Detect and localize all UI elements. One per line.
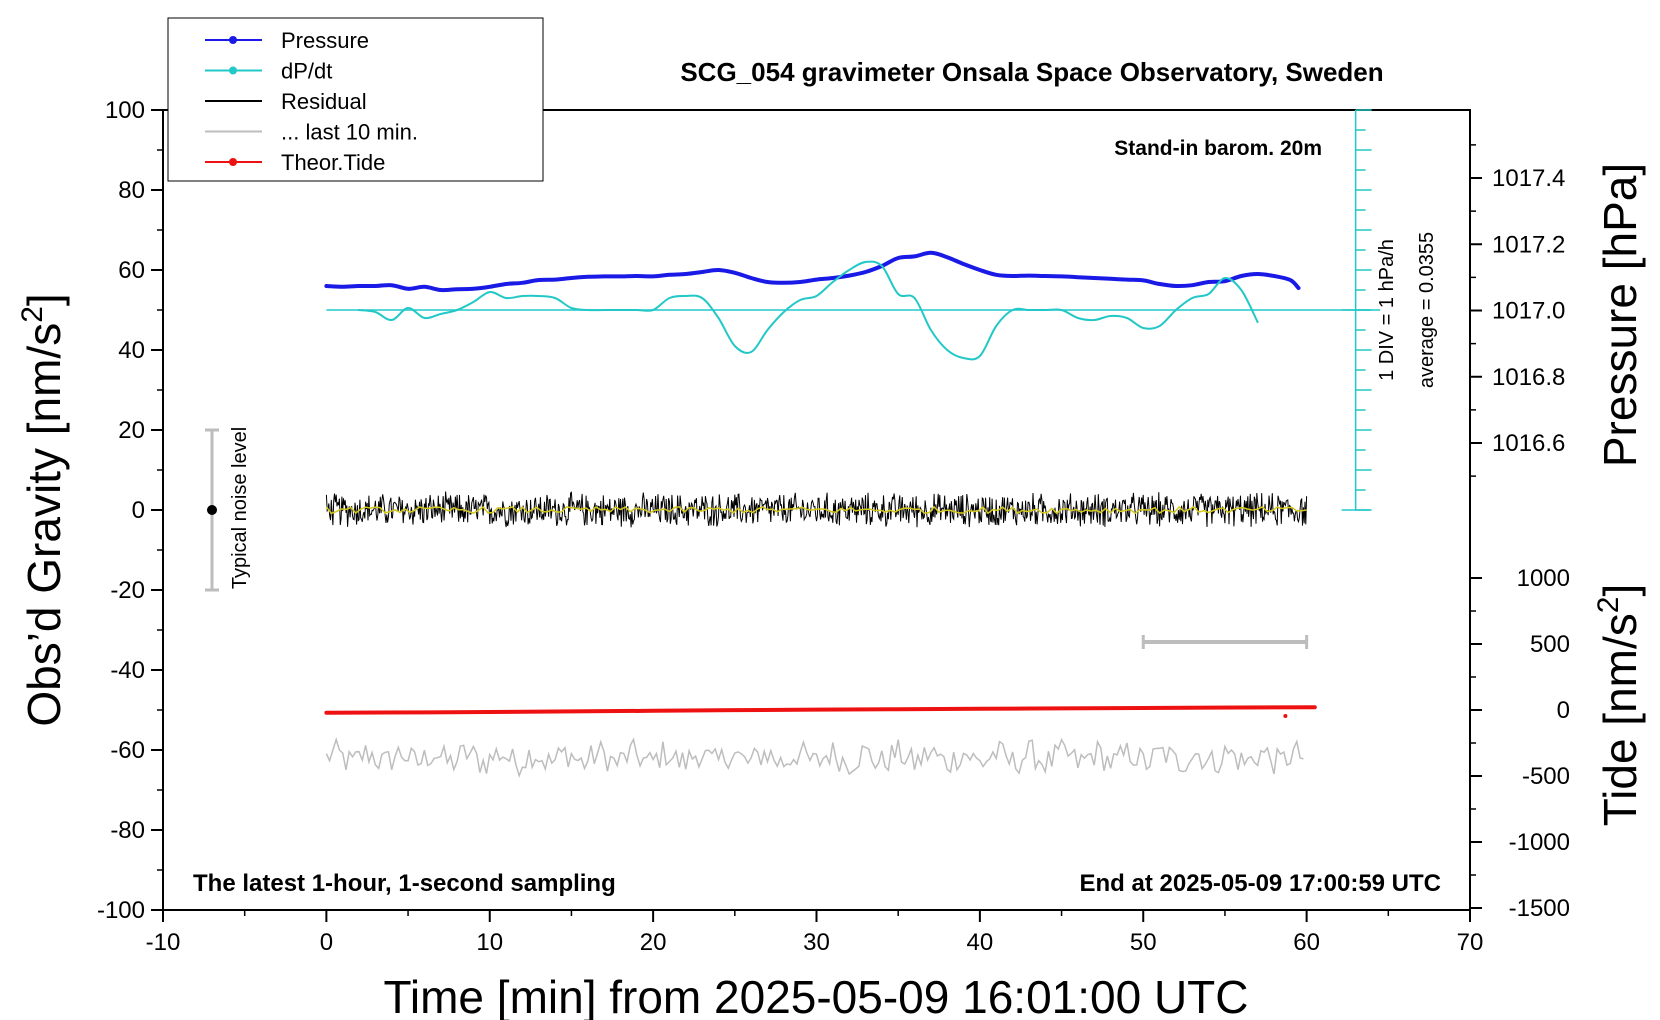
x-tick-label: 30: [803, 929, 830, 956]
legend: Pressure dP/dt Residual ... last 10 min. The…: [167, 17, 544, 182]
y-axis-label-tide: Tide [nm/s2]: [1592, 584, 1646, 827]
annotation-barom: Stand-in barom. 20m: [1114, 137, 1322, 160]
tide-tick-label: 500: [1530, 631, 1570, 658]
y-tick-label: 20: [118, 417, 145, 444]
tide-tick-label: -500: [1522, 763, 1570, 790]
y-tick-label: -80: [110, 817, 145, 844]
legend-marker: [229, 66, 237, 75]
y-tick-label: -40: [110, 657, 145, 684]
y-axis-label-pressure: Pressure [hPa]: [1594, 163, 1646, 467]
x-tick-label: -10: [146, 929, 181, 956]
residual-smooth-line: [325, 505, 1307, 515]
tide-tick-label: -1000: [1509, 829, 1570, 856]
y-tick-label: -60: [110, 737, 145, 764]
y-tick-label: 100: [105, 97, 145, 124]
y-tick-label: -100: [97, 897, 145, 924]
theor-tide-line: [324, 705, 1317, 715]
tide-tick-label: 1000: [1517, 565, 1570, 592]
last10-line: [325, 736, 1304, 779]
data-series: [205, 109, 1381, 779]
legend-marker: [229, 36, 237, 44]
pressure-tick-label: 1016.6: [1492, 430, 1565, 457]
x-tick-label: 50: [1130, 929, 1157, 956]
y-tick-label: 40: [118, 337, 145, 364]
pressure-tick-label: 1017.0: [1492, 298, 1565, 325]
pressure-line: [324, 250, 1301, 293]
x-tick-label: 20: [640, 929, 667, 956]
x-tick-label: 0: [320, 929, 333, 956]
annotation-div: 1 DIV = 1 hPa/h: [1376, 239, 1398, 381]
pressure-tick-label: 1017.2: [1492, 231, 1565, 258]
legend-items: Pressure dP/dt Residual ... last 10 min. The…: [205, 28, 418, 175]
y-tick-label: 80: [118, 177, 145, 204]
y-tick-label: 0: [132, 497, 145, 524]
y-axis-label-left: Obs’d Gravity [nm/s2]: [16, 293, 70, 726]
tide-tick-label: -1500: [1509, 895, 1570, 922]
legend-label: Theor.Tide: [281, 150, 385, 175]
legend-label: Pressure: [281, 28, 369, 53]
chart-title: SCG_054 gravimeter Onsala Space Observat…: [680, 57, 1383, 87]
residual-line: [325, 491, 1308, 528]
dp-dt-line: [358, 260, 1259, 361]
pressure-tick-label: 1016.8: [1492, 364, 1565, 391]
legend-marker: [229, 158, 237, 166]
x-tick-label: 60: [1293, 929, 1320, 956]
y-tick-label: 60: [118, 257, 145, 284]
x-tick-label: 40: [967, 929, 994, 956]
legend-label: dP/dt: [281, 59, 332, 84]
legend-label: ... last 10 min.: [281, 120, 418, 145]
tide-tick-label: 0: [1557, 697, 1570, 724]
legend-label: Residual: [281, 89, 367, 114]
annotation-average: average = 0.0355: [1416, 232, 1438, 388]
annotation-bottom-left: The latest 1-hour, 1-second sampling: [193, 870, 616, 897]
pressure-tick-label: 1017.4: [1492, 165, 1565, 192]
x-axis-label: Time [min] from 2025-05-09 16:01:00 UTC: [384, 971, 1249, 1020]
axis-ticks: -10 0 10 20 30 40 50 60 70-100-80-60-40-20020406…: [97, 97, 1570, 956]
x-tick-label: 10: [476, 929, 503, 956]
x-tick-label: 70: [1457, 929, 1484, 956]
y-tick-label: -20: [110, 577, 145, 604]
theor-tide-point: [1283, 714, 1288, 718]
legend-box: [167, 17, 544, 182]
noise-bar-center: [207, 505, 218, 515]
annotation-bottom-right: End at 2025-05-09 17:00:59 UTC: [1080, 870, 1442, 897]
annotation-noise: Typical noise level: [229, 427, 251, 589]
